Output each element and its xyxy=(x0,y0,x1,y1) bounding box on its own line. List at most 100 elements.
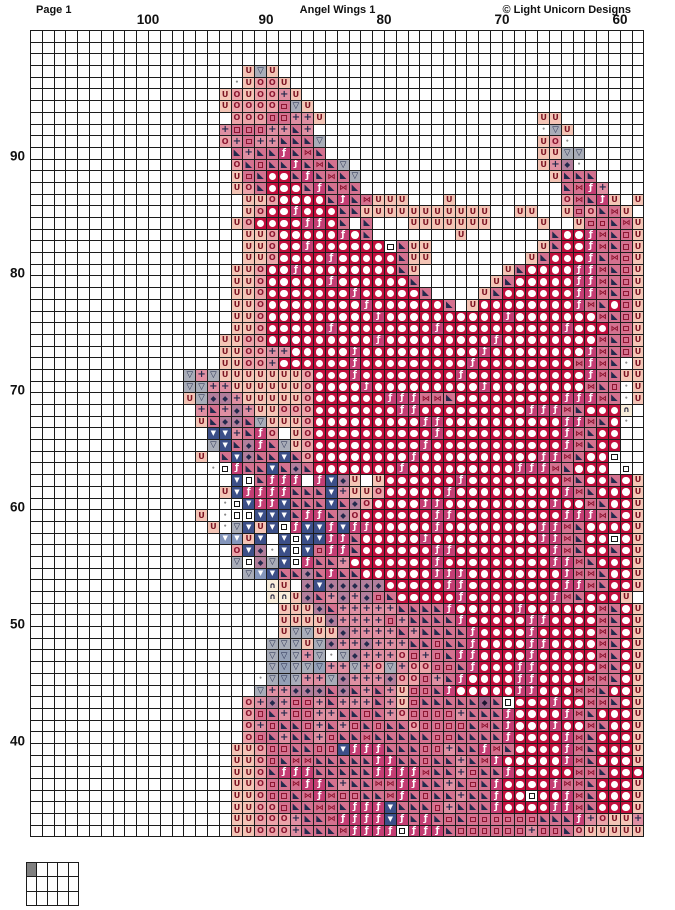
stitch-cell xyxy=(538,556,550,568)
stitch-cell xyxy=(89,334,101,346)
stitch-cell xyxy=(373,54,384,66)
stitch-cell xyxy=(337,790,349,802)
stitch-cell: • xyxy=(573,159,585,171)
stitch-cell: O xyxy=(255,779,266,790)
stitch-cell xyxy=(113,369,125,381)
white-dot-icon xyxy=(528,418,536,426)
stitch-cell xyxy=(54,533,66,545)
white-dot-icon xyxy=(539,500,548,508)
stitch-cell xyxy=(373,264,384,276)
stitch-cell xyxy=(101,54,113,66)
stitch-cell xyxy=(148,241,160,253)
stitch-cell xyxy=(54,463,66,475)
stitch-cell xyxy=(514,615,526,627)
stitch-cell xyxy=(585,650,597,662)
stitch-cell xyxy=(408,54,420,66)
stitch-cell: ◣ xyxy=(443,790,455,802)
stitch-cell xyxy=(31,136,42,147)
stitch-cell xyxy=(585,627,597,638)
stitch-cell: O xyxy=(290,405,302,416)
stitch-cell xyxy=(467,276,479,288)
stitch-cell xyxy=(573,42,585,54)
stitch-cell xyxy=(196,615,207,627)
white-dot-icon xyxy=(351,429,359,438)
stitch-cell xyxy=(384,241,396,253)
white-dot-icon xyxy=(575,336,583,344)
stitch-cell xyxy=(172,276,184,288)
stitch-cell xyxy=(349,77,361,89)
stitch-cell xyxy=(526,697,538,708)
white-dot-icon xyxy=(327,465,336,473)
stitch-cell xyxy=(514,147,526,159)
stitch-cell: U xyxy=(231,779,243,790)
stitch-cell xyxy=(609,31,620,42)
stitch-cell: ⋈ xyxy=(585,299,597,311)
stitch-cell xyxy=(125,136,137,147)
stitch-cell: ◣ xyxy=(408,802,420,814)
white-dot-icon xyxy=(610,406,619,415)
white-dot-icon xyxy=(374,301,383,309)
stitch-cell xyxy=(231,685,243,697)
stitch-cell xyxy=(455,545,467,556)
stitch-cell xyxy=(78,779,89,790)
stitch-cell xyxy=(31,708,42,720)
stitch-cell xyxy=(89,136,101,147)
stitch-cell xyxy=(467,229,479,241)
stitch-cell xyxy=(113,825,125,837)
white-dot-icon xyxy=(622,768,630,777)
stitch-cell xyxy=(219,253,231,264)
stitch-cell xyxy=(219,743,231,755)
stitch-cell: ▼ xyxy=(243,521,255,533)
white-dot-icon xyxy=(575,231,583,239)
stitch-cell: ƒ xyxy=(526,405,538,416)
stitch-cell: ƒ xyxy=(290,264,302,276)
white-dot-icon xyxy=(362,348,371,356)
white-dot-icon xyxy=(563,652,571,660)
white-dot-icon xyxy=(492,675,501,683)
white-dot-icon xyxy=(386,476,395,485)
stitch-cell xyxy=(207,533,219,545)
stitch-cell xyxy=(479,323,491,334)
stitch-cell xyxy=(125,708,137,720)
white-dot-icon xyxy=(622,570,630,578)
white-dot-icon xyxy=(457,441,465,450)
stitch-cell xyxy=(502,463,514,475)
stitch-cell: + xyxy=(349,615,361,627)
stitch-cell: ◣ xyxy=(302,498,314,510)
stitch-cell xyxy=(420,311,432,323)
stitch-cell: ƒ xyxy=(479,346,491,358)
stitch-cell xyxy=(443,334,455,346)
stitch-cell: ƒ xyxy=(290,767,302,778)
square-outline-icon xyxy=(245,173,252,180)
stitch-cell xyxy=(455,42,467,54)
stitch-cell: ◆ xyxy=(219,393,231,404)
stitch-cell: U xyxy=(290,393,302,404)
stitch-cell xyxy=(137,101,148,112)
stitch-cell: ƒ xyxy=(314,218,325,229)
white-dot-icon xyxy=(516,278,524,286)
stitch-cell xyxy=(325,732,337,743)
stitch-cell: O xyxy=(255,334,266,346)
stitch-cell xyxy=(290,229,302,241)
stitch-cell xyxy=(219,627,231,638)
stitch-cell: • xyxy=(561,136,573,147)
stitch-cell xyxy=(455,533,467,545)
stitch-cell xyxy=(125,814,137,825)
stitch-cell xyxy=(219,159,231,171)
square-outline-icon xyxy=(422,793,429,799)
stitch-cell: + xyxy=(361,603,373,615)
stitch-cell xyxy=(137,451,148,463)
stitch-cell: U xyxy=(243,825,255,837)
white-dot-icon xyxy=(386,453,395,461)
stitch-cell xyxy=(148,486,160,498)
stitch-cell xyxy=(172,755,184,767)
white-dot-icon xyxy=(610,441,619,450)
stitch-cell xyxy=(113,346,125,358)
stitch-cell xyxy=(538,101,550,112)
white-dot-icon xyxy=(374,511,383,520)
stitch-cell: + xyxy=(384,697,396,708)
stitch-cell xyxy=(101,218,113,229)
stitch-cell xyxy=(514,323,526,334)
stitch-cell xyxy=(66,603,78,615)
stitch-cell xyxy=(373,112,384,124)
